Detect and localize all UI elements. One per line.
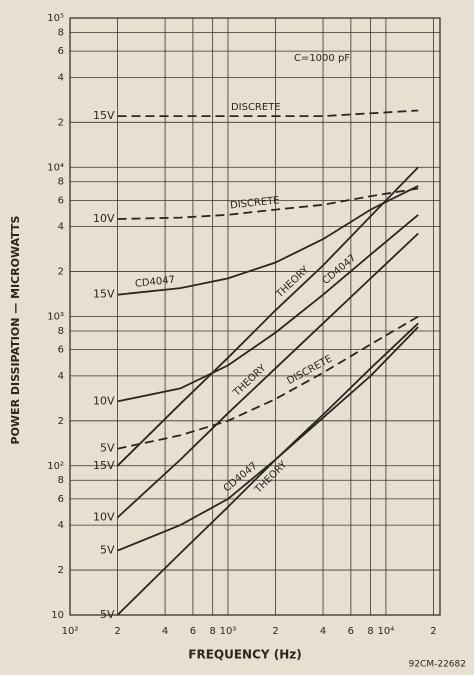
x-tick-label: 2 bbox=[430, 626, 436, 637]
y-tick-label: 4 bbox=[58, 371, 64, 382]
y-tick-label: 8 bbox=[58, 177, 64, 188]
y-tick-label: 10 bbox=[51, 610, 64, 621]
curve bbox=[116, 232, 419, 519]
curve-label: CD4047 bbox=[134, 275, 175, 290]
y-tick-label: 10⁵ bbox=[47, 13, 64, 24]
y-tick-label: 6 bbox=[58, 494, 64, 505]
x-tick-label: 4 bbox=[162, 626, 168, 637]
series-name: 15V bbox=[93, 459, 115, 472]
y-tick-label: 6 bbox=[58, 46, 64, 57]
y-tick-label: 6 bbox=[58, 195, 64, 206]
x-tick-label: 2 bbox=[114, 626, 120, 637]
y-tick-label: 6 bbox=[58, 345, 64, 356]
curve-label: DISCRETE bbox=[230, 195, 281, 211]
x-tick-label: 6 bbox=[190, 626, 196, 637]
series-name: 10V bbox=[93, 212, 115, 225]
curve bbox=[116, 166, 419, 467]
y-tick-label: 10³ bbox=[47, 312, 64, 323]
curve bbox=[117, 187, 419, 220]
series-name: 5V bbox=[100, 442, 115, 455]
x-tick-label: 8 bbox=[209, 626, 215, 637]
x-tick-label: 2 bbox=[272, 626, 278, 637]
series-name: 5V bbox=[100, 544, 115, 557]
x-tick-label: 10⁴ bbox=[378, 626, 395, 637]
y-tick-label: 8 bbox=[58, 475, 64, 486]
series-name: 10V bbox=[93, 511, 115, 524]
curve bbox=[117, 109, 419, 117]
x-tick-label: 6 bbox=[348, 626, 354, 637]
x-tick-label: 10² bbox=[62, 626, 79, 637]
y-tick-label: 2 bbox=[58, 565, 64, 576]
curve bbox=[116, 322, 419, 616]
series-name: 10V bbox=[93, 394, 115, 407]
y-tick-label: 2 bbox=[58, 416, 64, 427]
curve bbox=[117, 214, 419, 403]
y-tick-label: 2 bbox=[58, 117, 64, 128]
curve bbox=[117, 185, 419, 296]
y-tick-label: 10² bbox=[47, 461, 64, 472]
series-name: 15V bbox=[93, 288, 115, 301]
y-tick-label: 8 bbox=[58, 326, 64, 337]
y-tick-label: 4 bbox=[58, 72, 64, 83]
x-axis-label: FREQUENCY (Hz) bbox=[188, 648, 302, 662]
y-tick-label: 8 bbox=[58, 27, 64, 38]
y-tick-label: 2 bbox=[58, 267, 64, 278]
y-tick-label: 4 bbox=[58, 222, 64, 233]
y-axis-label: POWER DISSIPATION — MICROWATTS bbox=[9, 215, 22, 444]
series-name: 15V bbox=[93, 109, 115, 122]
y-tick-label: 10⁴ bbox=[47, 162, 64, 173]
x-tick-label: 8 bbox=[367, 626, 373, 637]
plot-frame bbox=[69, 17, 441, 616]
curve-label: DISCRETE bbox=[231, 102, 281, 113]
series-name: 5V bbox=[100, 608, 115, 621]
curve bbox=[117, 315, 419, 450]
x-tick-label: 4 bbox=[320, 626, 326, 637]
x-tick-label: 10³ bbox=[220, 626, 237, 637]
y-tick-label: 4 bbox=[58, 520, 64, 531]
annotation: 92CM-22682 bbox=[409, 660, 466, 670]
annotation: C=1000 pF bbox=[294, 53, 350, 64]
